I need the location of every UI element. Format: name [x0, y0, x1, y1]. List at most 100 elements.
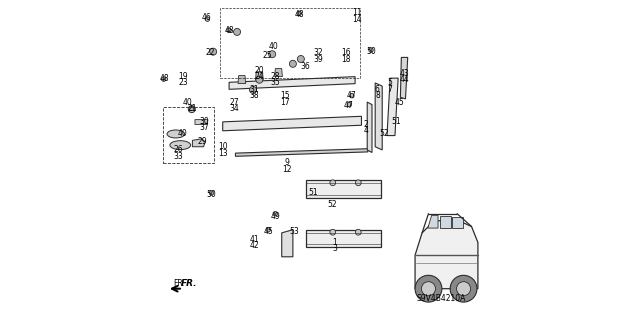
Text: 13: 13 [218, 149, 227, 158]
Polygon shape [440, 216, 451, 228]
Ellipse shape [250, 86, 257, 93]
Text: 9: 9 [284, 158, 289, 167]
Polygon shape [415, 219, 478, 289]
Text: 40: 40 [183, 98, 193, 107]
Text: 45: 45 [395, 98, 404, 107]
Text: 21: 21 [188, 104, 197, 113]
Text: 35: 35 [271, 78, 280, 87]
Text: 25: 25 [262, 51, 272, 60]
Polygon shape [223, 116, 362, 131]
Text: 8: 8 [375, 91, 380, 100]
Text: 38: 38 [250, 91, 259, 100]
Polygon shape [275, 69, 282, 77]
Text: 51: 51 [391, 117, 401, 126]
Text: 44: 44 [399, 75, 410, 84]
Text: FR.: FR. [173, 279, 186, 288]
Text: 31: 31 [250, 85, 259, 94]
Ellipse shape [205, 17, 210, 21]
Ellipse shape [355, 180, 361, 186]
Text: 32: 32 [314, 48, 323, 57]
Ellipse shape [297, 11, 301, 16]
Text: 42: 42 [250, 241, 259, 250]
Text: 48: 48 [224, 26, 234, 35]
Polygon shape [375, 83, 382, 150]
Ellipse shape [349, 93, 354, 98]
Ellipse shape [170, 141, 191, 150]
Text: 5: 5 [388, 78, 392, 87]
Ellipse shape [227, 28, 231, 33]
Ellipse shape [330, 229, 335, 235]
Polygon shape [282, 230, 293, 257]
Text: 1: 1 [332, 238, 337, 247]
Text: 51: 51 [308, 189, 318, 197]
Text: 46: 46 [202, 13, 212, 22]
Ellipse shape [289, 60, 296, 67]
Polygon shape [195, 120, 208, 124]
Text: 10: 10 [218, 142, 227, 151]
Ellipse shape [369, 48, 373, 52]
Polygon shape [238, 76, 246, 84]
Ellipse shape [161, 77, 166, 81]
Ellipse shape [209, 191, 214, 195]
Ellipse shape [234, 28, 241, 35]
Text: 17: 17 [280, 98, 290, 107]
Ellipse shape [298, 56, 305, 63]
Text: 48: 48 [159, 74, 169, 83]
Circle shape [450, 275, 477, 302]
Text: 22: 22 [205, 48, 214, 57]
Ellipse shape [266, 227, 271, 232]
Ellipse shape [167, 130, 184, 138]
Text: 2: 2 [364, 120, 369, 129]
Ellipse shape [210, 48, 217, 55]
Text: 40: 40 [269, 42, 278, 51]
Polygon shape [229, 77, 355, 89]
Text: 14: 14 [352, 15, 362, 24]
Text: 36: 36 [301, 63, 310, 71]
Ellipse shape [256, 76, 263, 83]
Ellipse shape [347, 102, 351, 107]
Ellipse shape [188, 106, 195, 113]
Bar [306, 180, 381, 198]
Circle shape [422, 282, 435, 296]
Text: 26: 26 [173, 145, 183, 154]
Text: 43: 43 [399, 69, 410, 78]
Polygon shape [401, 57, 408, 99]
Text: 41: 41 [250, 235, 259, 244]
Ellipse shape [189, 106, 194, 111]
Text: 52: 52 [327, 200, 337, 209]
Text: 47: 47 [347, 91, 356, 100]
Polygon shape [367, 102, 372, 152]
Text: 50: 50 [207, 190, 216, 199]
Text: 12: 12 [282, 165, 291, 174]
Text: 37: 37 [200, 123, 209, 132]
Text: 34: 34 [229, 104, 239, 113]
Text: 53: 53 [290, 227, 300, 236]
Circle shape [415, 275, 442, 302]
Text: 7: 7 [388, 85, 392, 94]
Text: 3: 3 [332, 244, 337, 253]
Text: 4: 4 [364, 126, 369, 135]
Text: 29: 29 [197, 137, 207, 146]
Text: 16: 16 [340, 48, 350, 57]
Text: 27: 27 [229, 98, 239, 107]
Text: 19: 19 [178, 72, 188, 81]
Ellipse shape [273, 211, 278, 216]
Text: 45: 45 [264, 227, 273, 236]
Text: 23: 23 [178, 78, 188, 87]
Text: 28: 28 [271, 72, 280, 81]
Text: 6: 6 [375, 85, 380, 94]
Text: 18: 18 [340, 55, 350, 63]
Text: 49: 49 [271, 212, 280, 221]
Ellipse shape [355, 229, 361, 235]
Text: FR.: FR. [181, 279, 198, 288]
Ellipse shape [330, 180, 335, 186]
Ellipse shape [269, 51, 276, 58]
Text: 52: 52 [379, 130, 388, 138]
Polygon shape [387, 78, 398, 136]
Text: 50: 50 [366, 47, 376, 56]
Text: 20: 20 [255, 66, 264, 75]
Text: 30: 30 [200, 117, 209, 126]
Text: 48: 48 [294, 10, 304, 19]
Polygon shape [255, 72, 263, 80]
Bar [306, 230, 381, 247]
